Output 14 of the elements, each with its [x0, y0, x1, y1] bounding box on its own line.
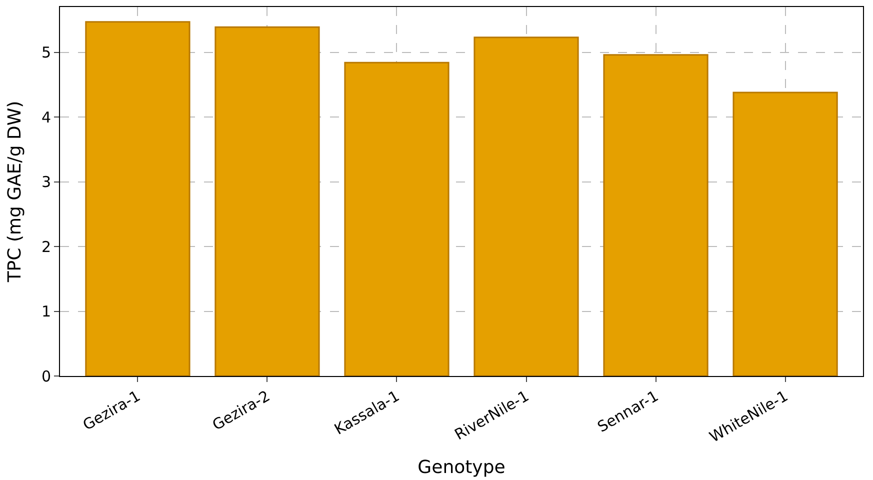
bar	[344, 62, 450, 376]
y-tick-label: 4	[41, 108, 51, 126]
y-tick-label: 3	[41, 173, 51, 192]
bar	[603, 54, 708, 376]
x-axis-title: Genotype	[418, 457, 506, 478]
bar	[85, 21, 190, 376]
y-tick-label: 2	[41, 238, 51, 256]
y-tick-label: 0	[41, 367, 51, 386]
bar	[214, 26, 320, 376]
bar	[474, 36, 579, 376]
y-tick-label: 5	[41, 44, 51, 62]
y-axis-title: TPC (mg GAE/g DW)	[4, 100, 26, 284]
bar	[732, 92, 838, 376]
y-tick-label: 1	[41, 302, 51, 321]
